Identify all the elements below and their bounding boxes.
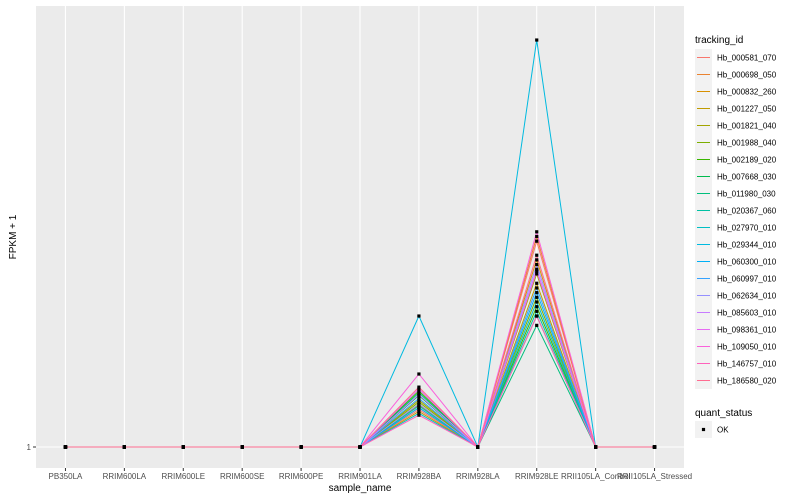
data-point (417, 387, 421, 391)
x-tick-label: RRIM600LA (103, 472, 147, 481)
x-tick-label: PB350LA (49, 472, 83, 481)
data-point (417, 393, 421, 397)
shape-legend-item-label: OK (717, 426, 729, 435)
data-point (417, 398, 421, 402)
data-point (535, 253, 539, 257)
y-tick-label: 1 (27, 443, 32, 452)
legend-item-label: Hb_060997_010 (717, 275, 777, 284)
x-tick-label: RRIM600SE (220, 472, 264, 481)
data-point (535, 262, 539, 267)
legend-item-label: Hb_060300_010 (717, 258, 777, 267)
legend-title: tracking_id (695, 35, 743, 46)
x-tick-label: RRII105LA_Control (561, 472, 631, 481)
x-tick-label: RRIM928BA (397, 472, 442, 481)
data-point (417, 389, 421, 393)
x-tick-label: RRIM600LE (161, 472, 205, 481)
data-point (535, 323, 539, 327)
data-point (535, 300, 539, 304)
data-point (535, 309, 539, 313)
data-point (535, 286, 539, 290)
legend-item-label: Hb_000832_260 (717, 88, 777, 97)
data-point (594, 445, 598, 449)
x-tick-label: RRIM901LA (338, 472, 382, 481)
x-tick-label: RRIM928LE (515, 472, 559, 481)
data-point (181, 445, 185, 449)
x-axis: PB350LA RRIM600LA RRIM600LE RRIM600SE RRIM60… (49, 468, 692, 481)
legend-item-label: Hb_085603_010 (717, 309, 777, 318)
x-tick-label: RRII105LA_Stressed (617, 472, 692, 481)
legend-item-label: Hb_000698_050 (717, 71, 777, 80)
data-point (417, 385, 421, 389)
legend-item-label: Hb_001821_040 (717, 122, 777, 131)
data-point (63, 445, 68, 449)
data-point (122, 445, 126, 449)
data-point (417, 404, 421, 408)
data-point (535, 239, 539, 243)
x-tick-label: RRIM600PE (279, 472, 323, 481)
data-point (535, 281, 539, 285)
data-point (535, 230, 539, 234)
x-tick-label: RRIM928LA (456, 472, 500, 481)
data-point (535, 295, 539, 299)
legend-item-label: Hb_109050_010 (717, 343, 777, 352)
data-point (535, 291, 539, 295)
shape-legend-title: quant_status (695, 408, 752, 419)
legend-item-label: Hb_029344_010 (717, 241, 777, 250)
legend-item-label: Hb_007668_030 (717, 173, 777, 182)
legend-item-label: Hb_001227_050 (717, 105, 777, 114)
data-point (417, 400, 421, 404)
legend-item-label: Hb_098361_010 (717, 326, 777, 335)
y-axis-title: FPKM + 1 (8, 214, 19, 259)
legend-item-label: Hb_000581_070 (717, 54, 777, 63)
legend-item-label: Hb_186580_020 (717, 377, 777, 386)
data-point (417, 407, 421, 412)
legend-item-label: Hb_146757_010 (717, 360, 777, 369)
legend-item-label: Hb_027970_010 (717, 224, 777, 233)
data-point (652, 445, 657, 449)
legend-item-label: Hb_011980_030 (717, 190, 776, 199)
x-axis-title: sample_name (329, 483, 392, 494)
data-point (535, 38, 539, 42)
legend: tracking_id quant_status Hb_000581_070 Hb… (695, 35, 777, 438)
y-axis: 1 (27, 443, 36, 452)
legend-item-label: Hb_001988_040 (717, 139, 777, 148)
data-points (63, 38, 657, 449)
data-point (535, 269, 539, 273)
data-point (417, 396, 421, 400)
legend-item-label: Hb_020367_060 (717, 207, 777, 216)
data-point (417, 402, 421, 406)
data-point (240, 445, 244, 449)
shape-legend-key-point (701, 427, 706, 432)
data-point (417, 406, 421, 410)
data-point (535, 234, 539, 239)
data-point (476, 445, 480, 449)
grid-lines (36, 6, 684, 468)
data-point (535, 258, 539, 262)
data-point (417, 372, 421, 376)
data-point (535, 272, 539, 276)
data-point (417, 413, 421, 417)
data-point (535, 314, 539, 318)
data-point (535, 267, 539, 271)
data-point (417, 409, 421, 414)
legend-item-label: Hb_062634_010 (717, 292, 777, 301)
data-point (417, 411, 421, 415)
data-point (299, 445, 303, 449)
data-point (417, 314, 421, 318)
data-point (358, 445, 362, 449)
data-point (535, 305, 539, 309)
legend-item-label: Hb_002189_020 (717, 156, 777, 165)
data-point (417, 391, 421, 395)
